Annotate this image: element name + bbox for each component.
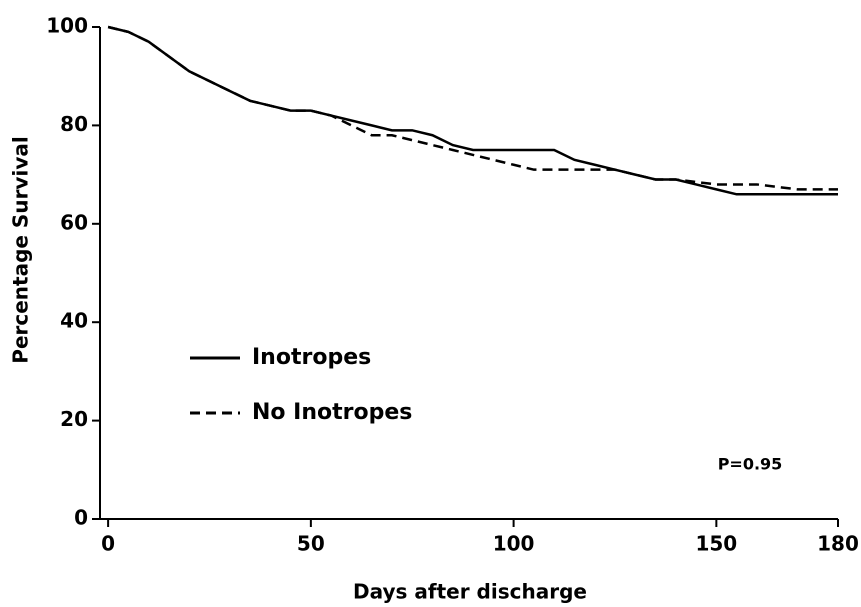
- x-tick-label: 180: [817, 532, 859, 556]
- x-axis-label: Days after discharge: [353, 580, 587, 604]
- y-axis-label: Percentage Survival: [9, 136, 33, 363]
- x-tick-label: 100: [493, 532, 535, 556]
- x-tick-label: 50: [297, 532, 325, 556]
- y-tick-label: 60: [60, 210, 88, 234]
- y-tick-label: 20: [60, 407, 88, 431]
- x-tick-label: 0: [101, 532, 115, 556]
- y-tick-label: 40: [60, 309, 88, 333]
- x-tick-label: 150: [695, 532, 737, 556]
- annotation: P=0.95: [718, 455, 783, 474]
- y-tick-label: 0: [74, 506, 88, 530]
- legend-label: Inotropes: [252, 345, 371, 370]
- y-tick-label: 100: [46, 14, 88, 38]
- survival-line: [107, 25, 838, 196]
- survival-line: [107, 25, 838, 191]
- legend-label: No Inotropes: [252, 400, 412, 425]
- y-tick-label: 80: [60, 112, 88, 136]
